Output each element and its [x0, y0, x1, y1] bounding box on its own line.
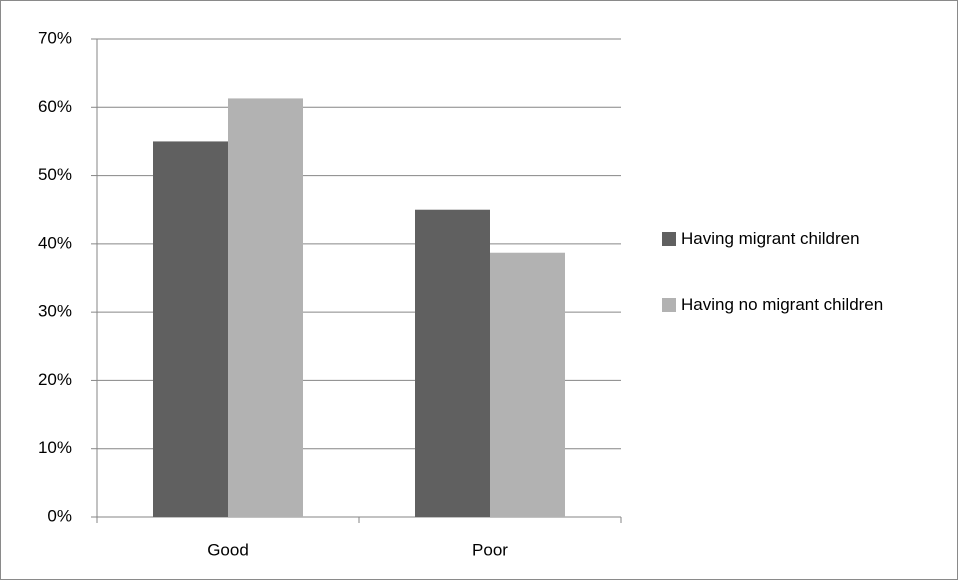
y-tick-label: 60%	[38, 97, 72, 116]
y-tick-label: 10%	[38, 438, 72, 457]
legend-swatch	[662, 298, 676, 312]
bar	[415, 209, 490, 517]
x-tick-label: Good	[207, 540, 249, 559]
legend-item: Having migrant children	[662, 226, 902, 252]
legend-swatch	[662, 232, 676, 246]
bar	[490, 252, 565, 517]
y-tick-label: 20%	[38, 370, 72, 389]
legend: Having migrant children Having no migrant…	[662, 226, 902, 358]
legend-label: Having migrant children	[681, 229, 860, 248]
bar	[153, 141, 228, 517]
y-tick-label: 0%	[47, 506, 72, 525]
y-tick-label: 50%	[38, 165, 72, 184]
legend-label: Having no migrant children	[681, 295, 884, 314]
bar	[228, 98, 303, 517]
x-tick-label: Poor	[472, 540, 508, 559]
legend-item: Having no migrant children	[662, 292, 902, 318]
y-tick-label: 30%	[38, 302, 72, 321]
y-tick-label: 70%	[38, 28, 72, 47]
y-tick-label: 40%	[38, 233, 72, 252]
